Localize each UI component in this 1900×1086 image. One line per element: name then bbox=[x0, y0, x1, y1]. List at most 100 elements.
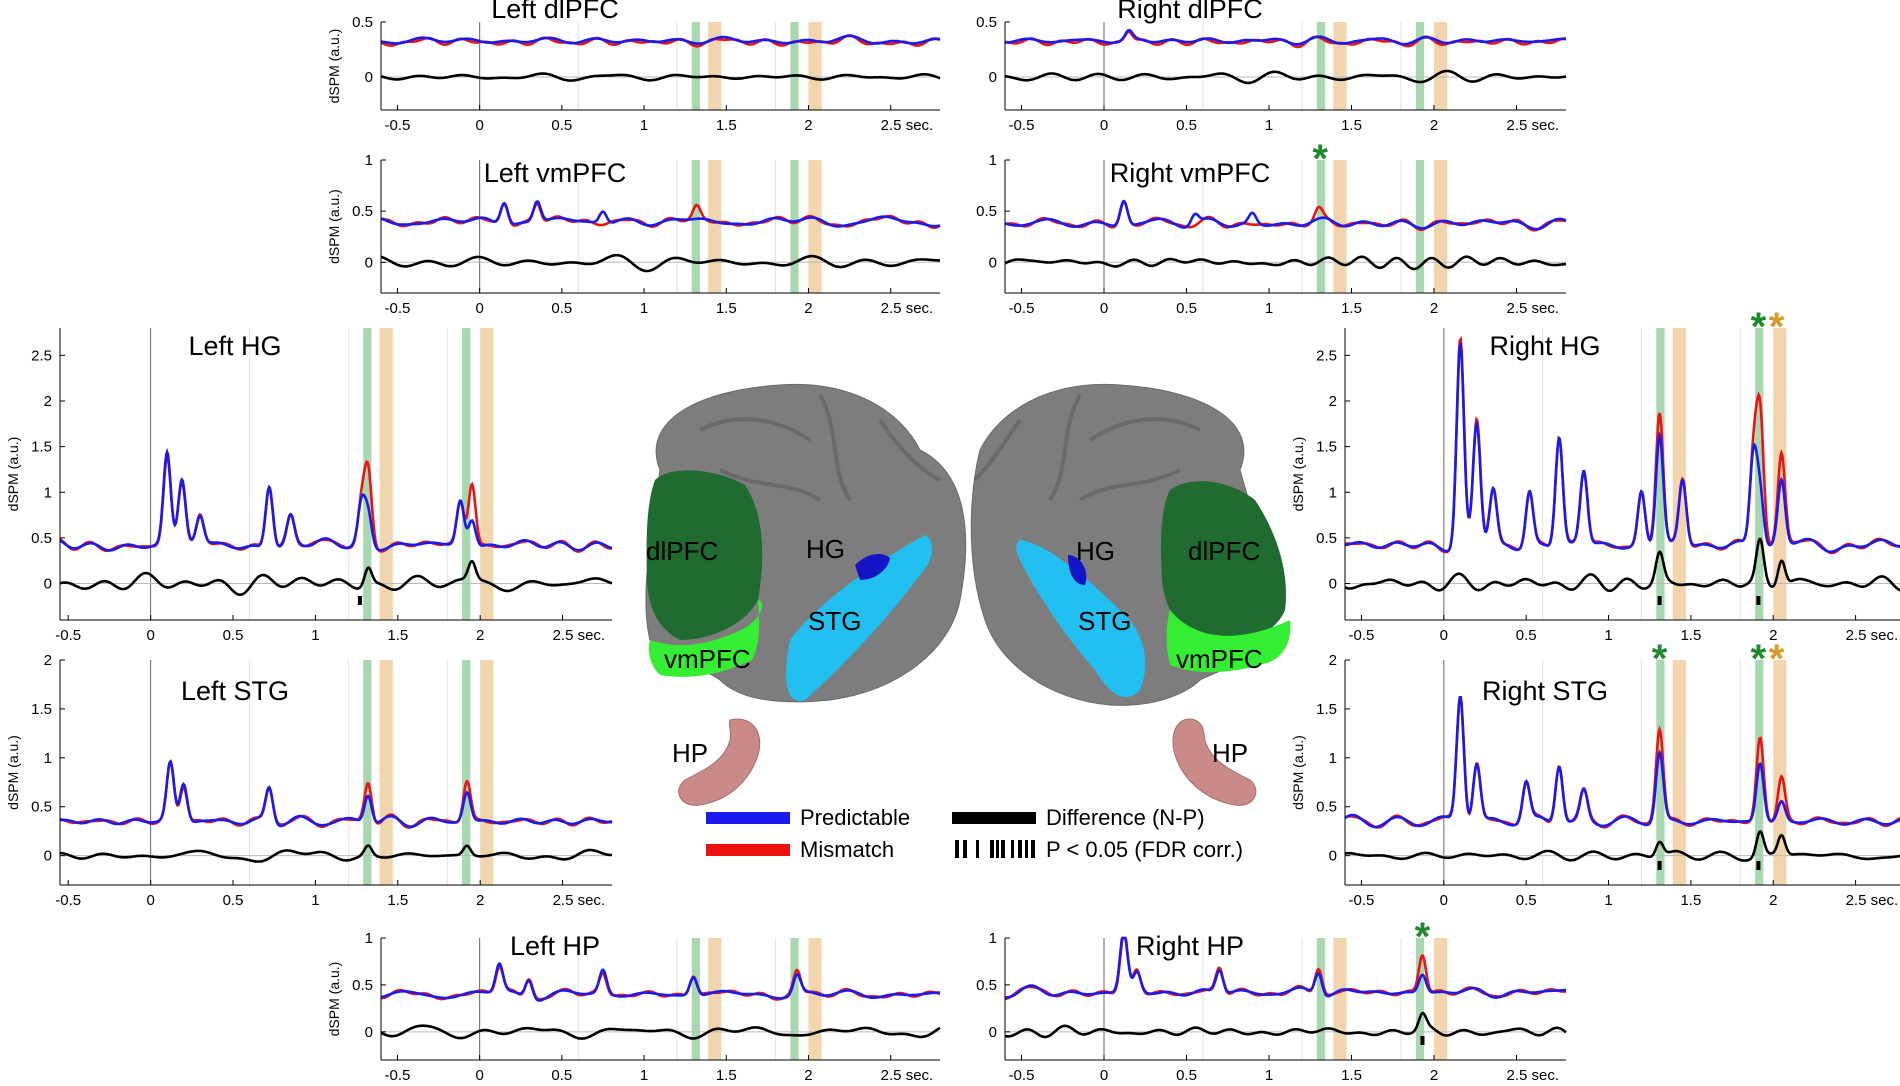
right-hp-xtick-label-1: 0 bbox=[1100, 1067, 1108, 1084]
left-hg-label: HG bbox=[806, 534, 845, 564]
right-hg-star-0: * bbox=[1751, 305, 1767, 349]
left-dlpfc-xtick-label-2: 0.5 bbox=[551, 117, 572, 134]
right-stg-ytick-label-1: 0.5 bbox=[1316, 799, 1337, 816]
right-dlpfc-xtick-label-3: 1 bbox=[1265, 117, 1273, 134]
right-hg-sig-mark-0 bbox=[1657, 596, 1662, 605]
legend-significance-label: P < 0.05 (FDR corr.) bbox=[1046, 837, 1243, 862]
right-vmpfc-xtick-label-2: 0.5 bbox=[1176, 300, 1197, 317]
left-hg-orange-band-1 bbox=[480, 328, 494, 620]
left-stg-region bbox=[785, 535, 932, 701]
left-stg-mismatch-line bbox=[59, 760, 613, 829]
right-vmpfc-difference-line bbox=[1004, 255, 1567, 271]
right-dlpfc-xtick-label-2: 0.5 bbox=[1176, 117, 1197, 134]
left-hp-ytick-label-1: 0.5 bbox=[352, 977, 373, 994]
right-stg-xtick-label-6: 2.5 sec. bbox=[1846, 892, 1899, 909]
right-dlpfc-panel: -0.5 0 0.5 1 1.5 2 2.5 sec. 0 0.5 Right dlPFC bbox=[976, 0, 1567, 134]
left-hp-predictable-line bbox=[380, 962, 940, 1002]
left-hg-predictable-line bbox=[59, 447, 613, 552]
left-stg-ytick-label-3: 1.5 bbox=[31, 701, 52, 718]
right-hg-predictable-line bbox=[1344, 341, 1900, 554]
right-brain-sulcus bbox=[973, 394, 1201, 502]
right-hp-panel: -0.5 0 0.5 1 1.5 2 2.5 sec. 0 0.5 1 Right HP * bbox=[976, 915, 1567, 1084]
right-vmpfc-xtick-label-4: 1.5 bbox=[1341, 300, 1362, 317]
right-hp-ytick-label-2: 1 bbox=[989, 930, 997, 947]
right-dlpfc-xtick-label-4: 1.5 bbox=[1341, 117, 1362, 134]
right-stg-mismatch-line bbox=[1344, 695, 1900, 829]
right-dlpfc-xtick-label-6: 2.5 sec. bbox=[1507, 117, 1560, 134]
left-stg-green-band-0 bbox=[363, 660, 372, 885]
left-vmpfc-xtick-label-1: 0 bbox=[475, 300, 483, 317]
left-stg-green-band-1 bbox=[462, 660, 471, 885]
right-vmpfc-xtick-label-3: 1 bbox=[1265, 300, 1273, 317]
right-hp-xtick-label-0: -0.5 bbox=[1009, 1067, 1035, 1084]
right-hp-ytick-label-1: 0.5 bbox=[976, 977, 997, 994]
right-dlpfc-difference-line bbox=[1004, 69, 1567, 85]
right-dlpfc-xtick-label-5: 2 bbox=[1430, 117, 1438, 134]
left-stg-ytick-label-4: 2 bbox=[44, 652, 52, 669]
legend-difference-swatch bbox=[952, 812, 1036, 824]
left-hp-difference-line bbox=[380, 1024, 941, 1040]
right-hp-green-band-1 bbox=[1415, 938, 1425, 1060]
right-vmpfc-green-band-1 bbox=[1415, 160, 1425, 293]
right-hp-xtick-label-3: 1 bbox=[1265, 1067, 1273, 1084]
legend-predictable-swatch bbox=[706, 812, 790, 824]
right-stg-star-0: * bbox=[1652, 637, 1668, 681]
right-hg-xtick-label-4: 1.5 bbox=[1680, 627, 1701, 644]
right-hg-ytick-label-2: 1 bbox=[1329, 484, 1337, 501]
left-hp-shape bbox=[678, 718, 761, 806]
right-hp-shape bbox=[1172, 718, 1257, 806]
right-stg-ytick-label-0: 0 bbox=[1329, 848, 1337, 865]
left-hg-mismatch-line bbox=[59, 452, 612, 553]
right-vmpfc-label: vmPFC bbox=[1176, 644, 1263, 674]
left-hg-ytick-label-3: 1.5 bbox=[31, 439, 52, 456]
left-hg-xtick-label-3: 1 bbox=[311, 627, 319, 644]
right-hg-ytick-label-3: 1.5 bbox=[1316, 439, 1337, 456]
right-hp-green-band-0 bbox=[1316, 938, 1326, 1060]
left-vmpfc-region bbox=[648, 600, 763, 677]
right-hp-orange-band-1 bbox=[1434, 938, 1448, 1060]
left-stg-ylabel: dSPM (a.u.) bbox=[5, 735, 21, 810]
right-hg-label: HG bbox=[1076, 536, 1115, 566]
left-stg-label: STG bbox=[808, 606, 861, 636]
left-brain-sulcus bbox=[699, 394, 941, 502]
right-vmpfc-region bbox=[1166, 610, 1291, 673]
left-dlpfc-xtick-label-4: 1.5 bbox=[716, 117, 737, 134]
left-hp-orange-band-0 bbox=[708, 938, 722, 1060]
left-vmpfc-ytick-label-1: 0.5 bbox=[352, 203, 373, 220]
right-hp-xtick-label-6: 2.5 sec. bbox=[1507, 1067, 1560, 1084]
left-dlpfc-orange-band-0 bbox=[708, 22, 722, 110]
left-hp-xtick-label-6: 2.5 sec. bbox=[881, 1067, 934, 1084]
left-vmpfc-label: vmPFC bbox=[664, 644, 751, 674]
left-hp-orange-band-1 bbox=[808, 938, 822, 1060]
left-dlpfc-xtick-label-6: 2.5 sec. bbox=[881, 117, 934, 134]
left-stg-xtick-label-6: 2.5 sec. bbox=[553, 892, 606, 909]
left-hg-xtick-label-0: -0.5 bbox=[55, 627, 81, 644]
left-dlpfc-region bbox=[646, 470, 763, 640]
left-hg-xtick-label-1: 0 bbox=[146, 627, 154, 644]
left-dlpfc-orange-band-1 bbox=[808, 22, 822, 110]
legend-significance-swatch bbox=[955, 840, 1035, 858]
right-hp-xtick-label-4: 1.5 bbox=[1341, 1067, 1362, 1084]
left-hp-xtick-label-5: 2 bbox=[804, 1067, 812, 1084]
right-stg-predictable-line bbox=[1344, 695, 1900, 829]
left-dlpfc-green-band-1 bbox=[790, 22, 799, 110]
right-dlpfc-orange-band-1 bbox=[1434, 22, 1448, 110]
right-dlpfc-label: dlPFC bbox=[1188, 536, 1260, 566]
right-hp-predictable-line bbox=[1005, 936, 1566, 999]
right-vmpfc-ytick-label-2: 1 bbox=[989, 152, 997, 169]
right-hg-xtick-label-3: 1 bbox=[1604, 627, 1612, 644]
left-vmpfc-predictable-line bbox=[380, 200, 941, 228]
right-dlpfc-green-band-0 bbox=[1316, 22, 1326, 110]
right-vmpfc-xtick-label-1: 0 bbox=[1100, 300, 1108, 317]
left-dlpfc-ylabel: dSPM (a.u.) bbox=[326, 29, 342, 104]
right-hg-ytick-label-0: 0 bbox=[1329, 576, 1337, 593]
left-hg-green-band-0 bbox=[363, 328, 372, 620]
left-vmpfc-panel: -0.5 0 0.5 1 1.5 2 2.5 sec. 0 0.5 1 dSPM (a.u.) Lef… bbox=[326, 152, 941, 317]
right-hemisphere: HG STG dlPFC vmPFC HP bbox=[970, 383, 1291, 806]
right-stg-region bbox=[1016, 540, 1146, 698]
left-hg-ytick-label-5: 2.5 bbox=[31, 347, 52, 364]
right-stg-star-1: * bbox=[1751, 637, 1767, 681]
right-hg-orange-band-0 bbox=[1672, 328, 1686, 620]
left-hp-label: HP bbox=[672, 738, 708, 768]
